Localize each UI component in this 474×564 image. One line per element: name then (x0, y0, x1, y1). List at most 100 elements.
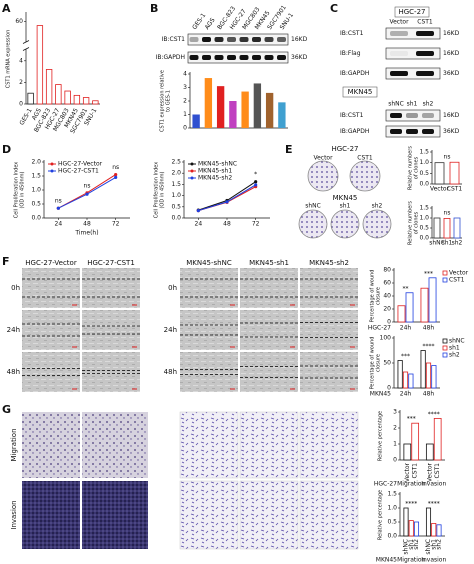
x-tick-label: 24h (400, 391, 412, 398)
dish-group-title: HGC-27 (331, 145, 358, 153)
blot-strip (385, 47, 441, 60)
legend-label: sh2 (449, 352, 460, 359)
bar-label: shNC (403, 539, 410, 555)
y-tick-label: 0.5 (419, 225, 429, 232)
x-tick-label: Vector (430, 186, 450, 193)
y-tick-label: 0 (387, 319, 391, 326)
y-tick-label: 2.5 (171, 159, 181, 166)
bar (425, 507, 432, 537)
blot-band (406, 129, 418, 134)
significance: ns (444, 210, 451, 217)
size-label: 36KD (291, 54, 308, 61)
y-tick-label: 2.0 (171, 170, 181, 177)
data-point (196, 209, 200, 213)
bar-label: Vector (426, 462, 433, 482)
legend-label: HGC-27-Vector (58, 161, 103, 168)
blot-band (239, 55, 249, 60)
bar (397, 305, 406, 323)
y-axis-label: of clones (414, 211, 420, 234)
bar (408, 373, 414, 389)
blot-band (264, 55, 274, 60)
bar (55, 84, 62, 105)
y-tick-label: 3 (183, 84, 187, 91)
data-point (254, 183, 258, 187)
lane-label: Vector (389, 19, 409, 26)
dish-label: Vector (313, 155, 333, 162)
size-label: 16KD (291, 36, 308, 43)
transwell-image (299, 480, 359, 550)
group-label: HGC-27 (368, 325, 391, 332)
x-tick-label: sh1 (442, 240, 453, 247)
transwell-image (22, 481, 80, 549)
y-tick-label: 0.0 (419, 235, 429, 242)
blot-band (277, 37, 286, 42)
blot-band (390, 51, 408, 56)
data-point (114, 173, 118, 177)
wound-image (22, 268, 80, 308)
bar (413, 521, 420, 537)
transwell-image (299, 411, 359, 479)
annotation: ns (112, 164, 119, 171)
wound-image (82, 268, 140, 308)
significance: ns (444, 154, 451, 161)
data-point (85, 192, 89, 196)
y-axis-label: to GES-1 (166, 90, 172, 112)
lane-label: sh2 (423, 101, 434, 108)
row-label: IB:Flag (340, 50, 361, 57)
legend-swatch (442, 270, 448, 276)
size-label: 16KD (443, 112, 460, 119)
legend-marker (190, 169, 194, 173)
axis-break-gap (23, 42, 29, 49)
y-tick-label: 60 (383, 280, 391, 287)
panel-label: G (2, 403, 11, 416)
bar (431, 365, 437, 389)
data-point (254, 180, 258, 184)
panel-label: C (330, 2, 338, 15)
significance: *** (407, 416, 416, 423)
dish-label: CST1 (357, 155, 373, 162)
y-tick-label: 0.0 (419, 181, 429, 188)
blot-strip (385, 109, 441, 122)
bar (420, 350, 426, 389)
lane-label: sh1 (407, 101, 418, 108)
y-tick-label: 100 (380, 335, 392, 342)
x-tick-label: 24h (400, 325, 412, 332)
y-axis-label: closure (376, 287, 382, 305)
data-point (225, 200, 229, 204)
blot-band (390, 113, 402, 118)
blot-strip (187, 33, 289, 46)
dish-label: shNC (305, 203, 321, 210)
row-label: IB:CST1 (340, 30, 364, 37)
y-axis-label: closure (376, 354, 382, 372)
wound-row-label: 0h (11, 284, 20, 292)
x-tick-label: 24 (195, 221, 203, 228)
transwell-image (82, 412, 148, 478)
blot-strip (385, 27, 441, 40)
y-tick-label: 4 (19, 57, 23, 64)
blot-strip (187, 51, 289, 64)
wound-image (180, 268, 238, 308)
blot-title: HGC-27 (398, 8, 425, 16)
legend-label: HGC-27-CST1 (58, 168, 99, 175)
legend-marker (190, 162, 194, 166)
size-label: 36KD (443, 128, 460, 135)
y-tick-label: 0.0 (387, 533, 397, 540)
blot-band (214, 55, 224, 60)
blot-band (390, 129, 402, 134)
legend-swatch (442, 352, 448, 358)
bar (45, 69, 53, 105)
panel-label: B (150, 2, 158, 15)
x-tick-label: 48 (83, 221, 91, 228)
group-label: HGC-27 (374, 481, 397, 488)
row-label: IB:GAPDH (340, 70, 369, 77)
y-tick-label: 1.5 (171, 181, 181, 188)
y-tick-label: 1.5 (387, 491, 397, 498)
y-tick-label: 0 (393, 457, 397, 464)
wound-image (180, 310, 238, 350)
y-tick-label: 0.5 (31, 201, 41, 208)
group-label: MKN45 (376, 557, 397, 564)
y-tick-label: 0.5 (171, 203, 181, 210)
wound-row-label: 0h (168, 284, 177, 292)
bar-label: CST1 (412, 463, 419, 479)
blot-band (227, 55, 236, 60)
